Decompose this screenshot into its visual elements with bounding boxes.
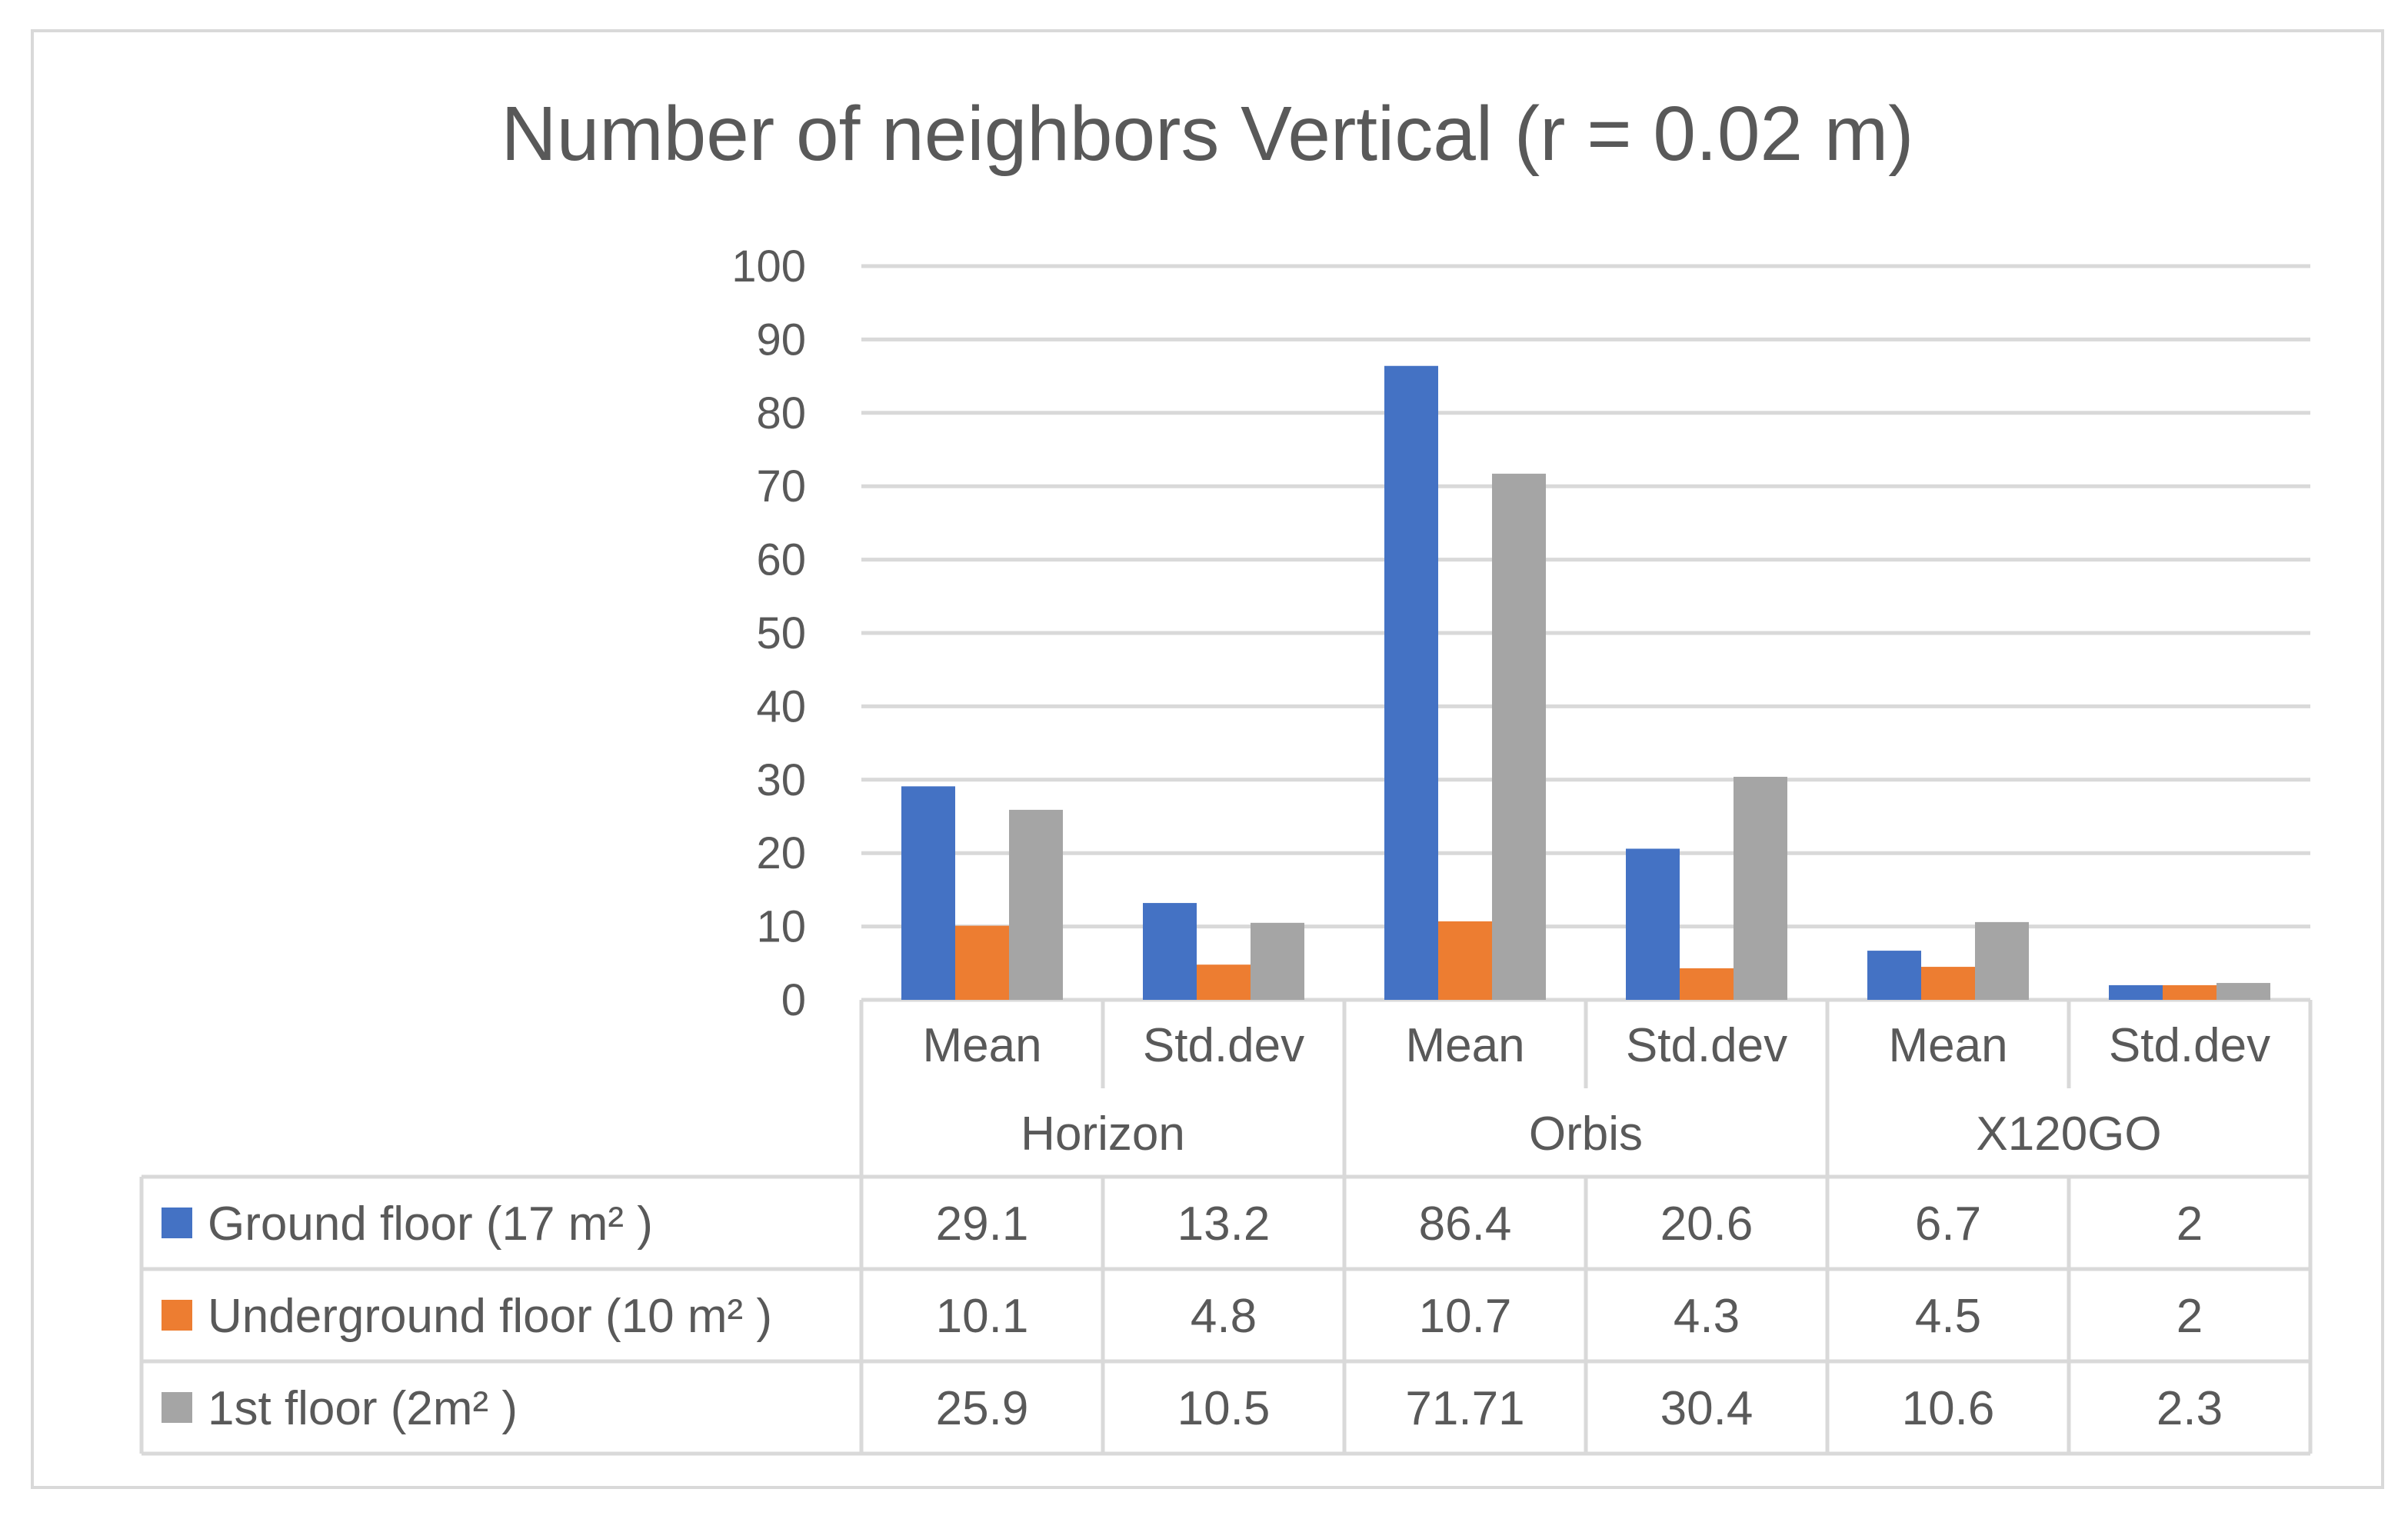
legend-swatch-3 (162, 1392, 192, 1423)
y-tick-label-90: 90 (756, 315, 806, 365)
data-label-3-3: 71.71 (1405, 1382, 1524, 1435)
data-label-1-5: 6.7 (1915, 1198, 1981, 1251)
category-label-6: Std.dev (2109, 1019, 2270, 1072)
data-label-2-4: 4.3 (1674, 1290, 1740, 1343)
bars (901, 365, 2270, 1000)
data-label-2-6: 2 (2177, 1290, 2203, 1343)
data-label-1-1: 29.1 (936, 1198, 1029, 1251)
data-label-3-2: 10.5 (1177, 1382, 1271, 1435)
legend-swatch-1 (162, 1208, 192, 1238)
data-label-2-2: 4.8 (1191, 1290, 1257, 1343)
group-label-1: Horizon (1021, 1108, 1185, 1161)
bar-2-1 (955, 925, 1009, 1000)
legend-label-3: 1st floor (2m² ) (208, 1382, 518, 1435)
data-label-3-1: 25.9 (936, 1382, 1029, 1435)
data-label-3-6: 2.3 (2157, 1382, 2223, 1435)
y-tick-label-40: 40 (756, 681, 806, 731)
category-label-2: Std.dev (1143, 1019, 1304, 1072)
chart-frame (31, 29, 2384, 1489)
category-label-4: Std.dev (1626, 1019, 1787, 1072)
y-tick-label-20: 20 (756, 828, 806, 878)
legend-label-1: Ground floor (17 m² ) (208, 1198, 653, 1251)
data-label-2-5: 4.5 (1915, 1290, 1981, 1343)
bar-3-6 (2216, 983, 2270, 1000)
bar-1-2 (1143, 903, 1197, 1000)
chart-title: Number of neighbors Vertical (r = 0.02 m… (501, 91, 1914, 177)
y-tick-label-70: 70 (756, 461, 806, 511)
bar-2-3 (1438, 921, 1492, 1000)
y-tick-label-60: 60 (756, 535, 806, 585)
category-label-1: Mean (922, 1019, 1041, 1072)
bar-1-4 (1626, 848, 1680, 1000)
bar-2-4 (1680, 968, 1734, 1000)
category-label-3: Mean (1405, 1019, 1524, 1072)
legend-label-2: Underground floor (10 m² ) (208, 1290, 772, 1343)
bar-1-5 (1867, 951, 1921, 1000)
bar-3-2 (1251, 922, 1304, 1000)
bar-3-3 (1492, 473, 1546, 1000)
data-table: Mean Std.dev Mean Std.dev Mean Std.dev Horizon… (139, 1000, 2313, 1456)
data-label-2-3: 10.7 (1419, 1290, 1512, 1343)
y-tick-label-30: 30 (756, 755, 806, 805)
data-label-1-3: 86.4 (1419, 1198, 1512, 1251)
y-tick-label-80: 80 (756, 388, 806, 438)
gridlines (861, 264, 2310, 1002)
bar-3-1 (1009, 809, 1063, 1000)
y-tick-label-0: 0 (781, 975, 806, 1025)
bar-2-2 (1197, 964, 1251, 1000)
group-label-2: Orbis (1529, 1108, 1643, 1161)
y-tick-label-50: 50 (756, 608, 806, 658)
bar-2-5 (1921, 967, 1975, 1000)
y-tick-label-100: 100 (731, 242, 806, 291)
bar-3-4 (1734, 776, 1787, 1000)
bar-3-5 (1975, 921, 2029, 1000)
data-label-1-4: 20.6 (1660, 1198, 1754, 1251)
y-tick-label-10: 10 (756, 902, 806, 952)
category-label-5: Mean (1888, 1019, 2007, 1072)
bar-2-6 (2163, 984, 2216, 1000)
bar-1-1 (901, 786, 955, 1000)
data-label-1-6: 2 (2177, 1198, 2203, 1251)
y-axis-ticks: 0 10 20 30 40 50 60 70 80 90 100 (731, 242, 806, 1025)
data-label-3-4: 30.4 (1660, 1382, 1754, 1435)
legend-swatch-2 (162, 1300, 192, 1331)
bar-1-3 (1384, 365, 1438, 1000)
bar-1-6 (2109, 984, 2163, 1000)
data-label-2-1: 10.1 (936, 1290, 1029, 1343)
data-label-3-5: 10.6 (1902, 1382, 1995, 1435)
group-label-3: X120GO (1976, 1108, 2161, 1161)
data-label-1-2: 13.2 (1177, 1198, 1271, 1251)
